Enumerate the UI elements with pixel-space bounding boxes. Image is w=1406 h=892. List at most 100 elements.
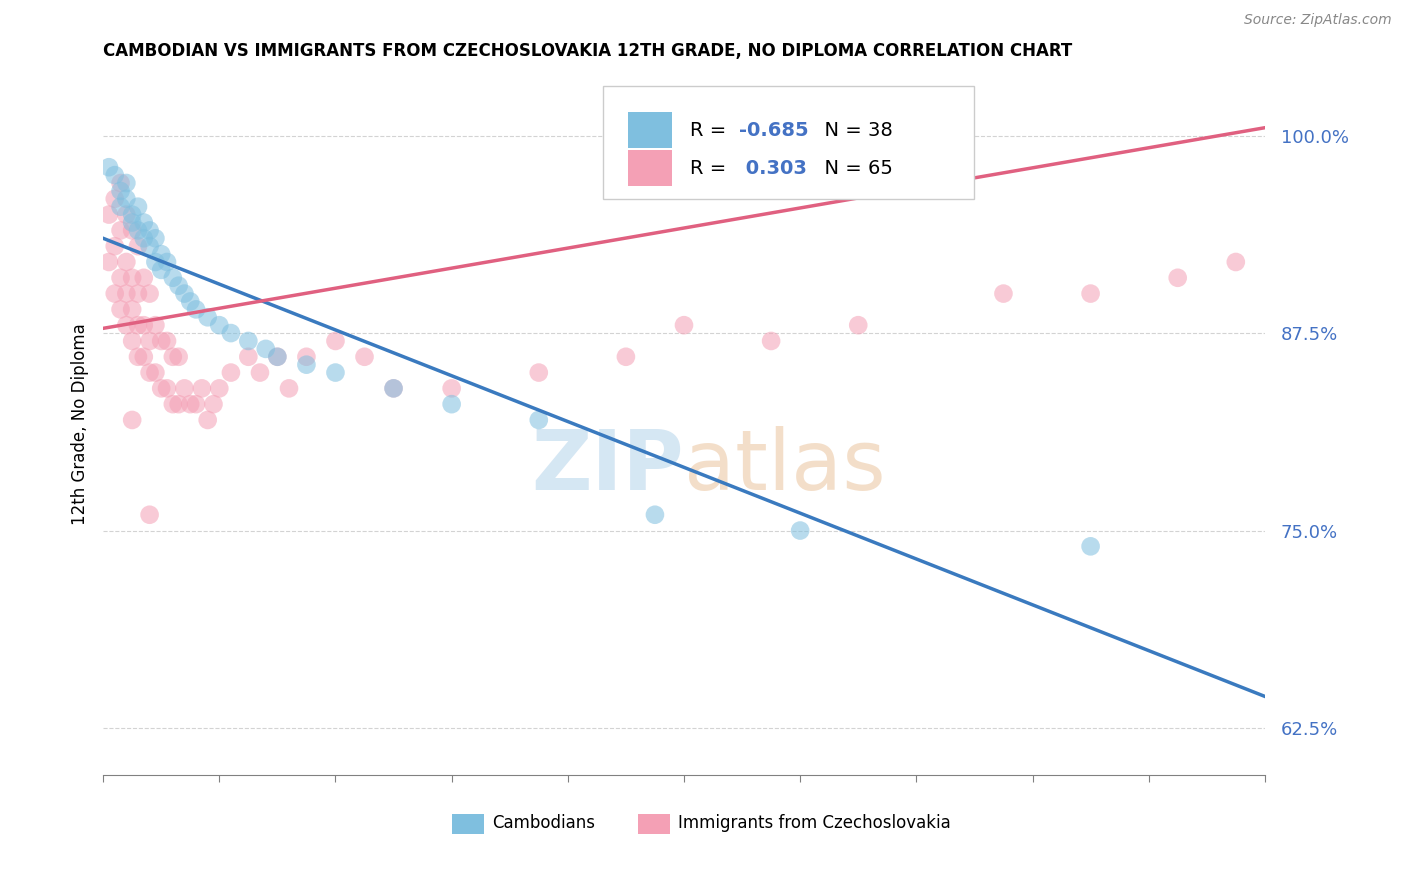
Point — [208, 381, 231, 395]
Point — [440, 397, 463, 411]
Point — [167, 397, 190, 411]
Point — [121, 208, 143, 222]
Point — [110, 223, 132, 237]
Point — [1167, 270, 1189, 285]
Point — [145, 231, 167, 245]
Bar — [451, 814, 484, 834]
Point — [179, 397, 201, 411]
Point — [138, 366, 160, 380]
Point — [132, 215, 155, 229]
Point — [202, 397, 225, 411]
Point — [150, 263, 173, 277]
Text: CAMBODIAN VS IMMIGRANTS FROM CZECHOSLOVAKIA 12TH GRADE, NO DIPLOMA CORRELATION C: CAMBODIAN VS IMMIGRANTS FROM CZECHOSLOVA… — [103, 42, 1073, 60]
Point — [162, 270, 184, 285]
Text: N = 38: N = 38 — [811, 120, 893, 139]
Point — [846, 318, 869, 333]
Point — [132, 231, 155, 245]
Point — [382, 381, 405, 395]
Point — [527, 366, 550, 380]
Point — [150, 381, 173, 395]
Point — [127, 223, 149, 237]
Point — [197, 310, 219, 325]
Point — [167, 350, 190, 364]
Text: ZIP: ZIP — [531, 425, 683, 507]
Point — [440, 381, 463, 395]
Point — [184, 302, 207, 317]
Point — [197, 413, 219, 427]
Point — [115, 208, 138, 222]
Point — [254, 342, 277, 356]
Point — [138, 223, 160, 237]
Point — [145, 366, 167, 380]
Point — [527, 413, 550, 427]
Text: Source: ZipAtlas.com: Source: ZipAtlas.com — [1244, 13, 1392, 28]
Point — [132, 318, 155, 333]
Point — [110, 184, 132, 198]
Point — [121, 413, 143, 427]
Point — [97, 208, 120, 222]
Point — [138, 239, 160, 253]
Point — [325, 366, 347, 380]
Point — [1225, 255, 1247, 269]
Point — [1080, 539, 1102, 553]
Point — [121, 215, 143, 229]
Point — [132, 350, 155, 364]
Point — [127, 318, 149, 333]
Point — [97, 160, 120, 174]
Point — [115, 255, 138, 269]
Point — [110, 270, 132, 285]
Point — [219, 366, 242, 380]
Point — [295, 358, 318, 372]
Text: Cambodians: Cambodians — [492, 814, 595, 832]
Point — [145, 255, 167, 269]
Point — [167, 278, 190, 293]
Point — [382, 381, 405, 395]
Point — [138, 286, 160, 301]
Point — [132, 270, 155, 285]
Point — [104, 168, 127, 182]
Point — [127, 286, 149, 301]
Point — [150, 247, 173, 261]
Point — [121, 223, 143, 237]
Point — [104, 286, 127, 301]
Point — [156, 255, 179, 269]
Text: R =: R = — [690, 159, 733, 178]
Point — [121, 334, 143, 348]
Bar — [637, 814, 671, 834]
Y-axis label: 12th Grade, No Diploma: 12th Grade, No Diploma — [72, 323, 89, 524]
Point — [993, 286, 1015, 301]
Point — [115, 192, 138, 206]
Point — [97, 255, 120, 269]
Point — [173, 286, 195, 301]
Point — [179, 294, 201, 309]
Point — [644, 508, 666, 522]
Text: R =: R = — [690, 120, 733, 139]
Point — [353, 350, 375, 364]
Point — [115, 286, 138, 301]
Point — [238, 350, 260, 364]
Point — [278, 381, 301, 395]
Point — [325, 334, 347, 348]
Point — [138, 508, 160, 522]
Point — [789, 524, 811, 538]
Point — [759, 334, 782, 348]
Point — [162, 397, 184, 411]
Point — [191, 381, 214, 395]
Point — [104, 192, 127, 206]
Point — [266, 350, 288, 364]
Text: -0.685: -0.685 — [738, 120, 808, 139]
Point — [162, 350, 184, 364]
Text: 0.303: 0.303 — [738, 159, 807, 178]
Point — [249, 366, 271, 380]
FancyBboxPatch shape — [603, 87, 974, 199]
Point — [672, 318, 695, 333]
Point — [110, 200, 132, 214]
Point — [145, 318, 167, 333]
Text: Immigrants from Czechoslovakia: Immigrants from Czechoslovakia — [678, 814, 950, 832]
Point — [156, 381, 179, 395]
Point — [219, 326, 242, 340]
Point — [1080, 286, 1102, 301]
Text: atlas: atlas — [683, 425, 886, 507]
Point — [110, 302, 132, 317]
Point — [121, 302, 143, 317]
